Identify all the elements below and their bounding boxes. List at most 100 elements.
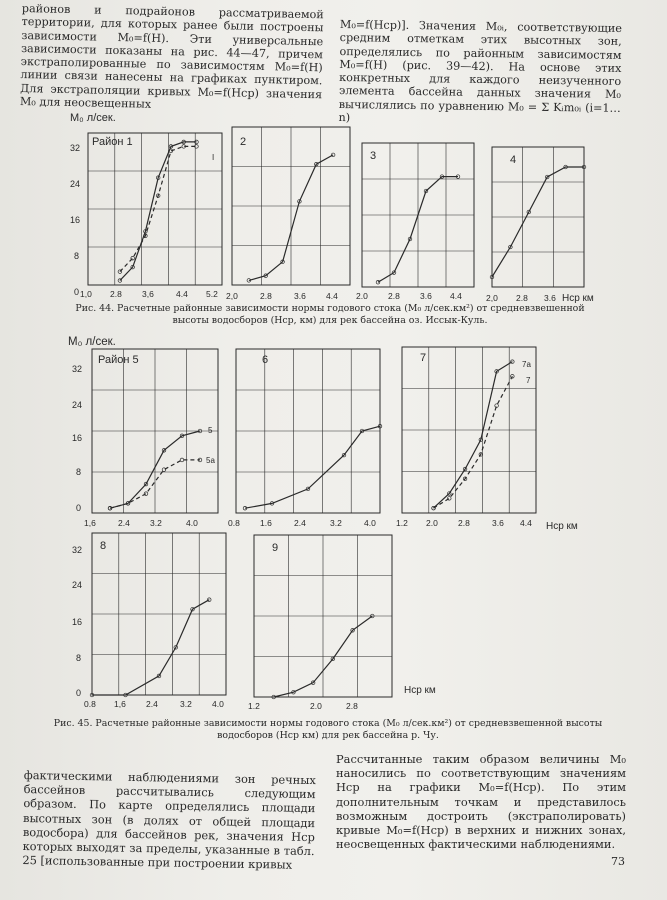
svg-text:2.8: 2.8 (458, 518, 470, 528)
series-line (92, 599, 210, 696)
series-line (119, 141, 197, 281)
data-point (207, 597, 212, 602)
series-line (491, 166, 584, 278)
svg-text:3.2: 3.2 (180, 699, 192, 709)
series-line (244, 425, 381, 509)
panel-1-title: Район 1 (92, 136, 133, 148)
fig44-ytick-8: 8 (74, 251, 79, 261)
data-point (242, 506, 248, 511)
data-point (168, 148, 174, 154)
data-point (156, 175, 161, 180)
figure-45: M₀ л/сек. 32 24 16 8 0 Район 5 5 5а 1,6 2.4 3.… (68, 336, 578, 711)
data-point (246, 278, 252, 283)
data-point (478, 452, 483, 457)
svg-text:4.4: 4.4 (326, 291, 338, 301)
data-point (125, 501, 131, 506)
svg-text:2.8: 2.8 (346, 701, 358, 711)
fig45-panel-5: Район 5 5 5а 1,6 2.4 3.2 4.0 (84, 348, 219, 528)
svg-text:1.2: 1.2 (396, 518, 408, 528)
data-point (508, 244, 513, 250)
fig44-ytick-24: 24 (70, 179, 80, 189)
figure-44-caption: Рис. 44. Расчетные районные зависимости … (75, 303, 585, 326)
data-point (190, 607, 195, 612)
data-point (407, 236, 413, 242)
column-left-top-text: районов и подрайонов рассматриваемой тер… (19, 2, 324, 111)
data-point (297, 199, 302, 204)
svg-text:1.6: 1.6 (260, 518, 272, 528)
svg-text:2,0: 2,0 (226, 291, 238, 301)
fig45-y-ticks-lower: 32 24 16 8 0 (72, 545, 82, 698)
svg-text:1,6: 1,6 (84, 518, 96, 528)
data-point (314, 162, 319, 167)
data-point (197, 457, 203, 463)
series-label-5a: 5а (206, 456, 215, 465)
data-point (391, 270, 397, 275)
fig45-panel-6: 6 0.81.62.43.24.0 (228, 348, 381, 528)
svg-text:4.0: 4.0 (186, 518, 198, 528)
data-point (280, 259, 285, 264)
data-point (117, 269, 123, 274)
svg-text:1.2: 1.2 (248, 701, 260, 711)
data-point (341, 452, 347, 458)
svg-text:24: 24 (72, 400, 82, 410)
data-point (377, 424, 383, 429)
svg-text:4.4: 4.4 (176, 289, 188, 299)
fig45-panel-7: 7 7а 7 1.2 2.0 2.8 3.6 4.4 Hср км (396, 346, 578, 532)
data-point (117, 278, 123, 283)
data-point (545, 174, 550, 180)
data-point (143, 481, 149, 487)
panel-3-title: 3 (370, 150, 376, 162)
fig44-panel-3: 3 2.0 2.8 3.6 4.4 (356, 142, 475, 301)
data-point (494, 403, 499, 408)
figure-44: M₀ л/сек. 32 24 16 8 0 Район 1 I 1,0 2.8 3… (70, 112, 594, 304)
panel-1-tag: I (212, 153, 214, 162)
data-point (370, 613, 375, 619)
data-point (161, 448, 167, 453)
series-line (109, 459, 200, 509)
svg-text:3.2: 3.2 (330, 518, 342, 528)
data-point (455, 174, 461, 179)
data-point (123, 692, 128, 698)
svg-text:3.6: 3.6 (420, 291, 432, 301)
data-point (168, 144, 174, 149)
data-point (291, 690, 296, 695)
series-line (377, 176, 458, 283)
svg-text:2.8: 2.8 (516, 293, 528, 303)
svg-text:2.4: 2.4 (118, 518, 130, 528)
fig44-y-axis-label: M₀ л/сек. (70, 112, 116, 124)
panel-2-title: 2 (240, 136, 246, 148)
svg-text:2.8: 2.8 (260, 291, 272, 301)
svg-text:16: 16 (72, 433, 82, 443)
data-point (156, 193, 161, 198)
data-point (330, 152, 336, 158)
data-point (310, 680, 316, 685)
fig45-x-axis-label-bottom: Hср км (404, 685, 436, 696)
data-point (563, 164, 568, 170)
svg-text:24: 24 (72, 580, 82, 590)
data-point (526, 209, 531, 215)
series-label-7: 7 (526, 376, 531, 385)
data-point (305, 486, 311, 492)
column-left-bottom-text: фактическими наблюдениями зон речных бас… (22, 768, 316, 872)
data-point (581, 164, 587, 170)
data-point (447, 496, 452, 501)
data-point (181, 144, 186, 149)
data-point (375, 280, 381, 285)
fig44-panel-2: 2 2,0 2.8 3.6 4.4 (226, 126, 351, 301)
svg-text:0.8: 0.8 (84, 699, 96, 709)
data-point (423, 188, 429, 194)
fig45-y-axis-label: M₀ л/сек. (68, 336, 116, 348)
svg-text:3.6: 3.6 (492, 518, 504, 528)
data-point (143, 491, 149, 496)
svg-text:2.8: 2.8 (388, 291, 400, 301)
data-point (269, 501, 275, 506)
page-number: 73 (611, 855, 625, 868)
panel-9-title: 9 (272, 542, 278, 554)
data-point (431, 505, 436, 511)
data-point (161, 467, 167, 472)
data-point (89, 692, 95, 698)
svg-text:8: 8 (76, 653, 81, 663)
series-label-5: 5 (208, 426, 213, 435)
data-point (510, 374, 515, 379)
